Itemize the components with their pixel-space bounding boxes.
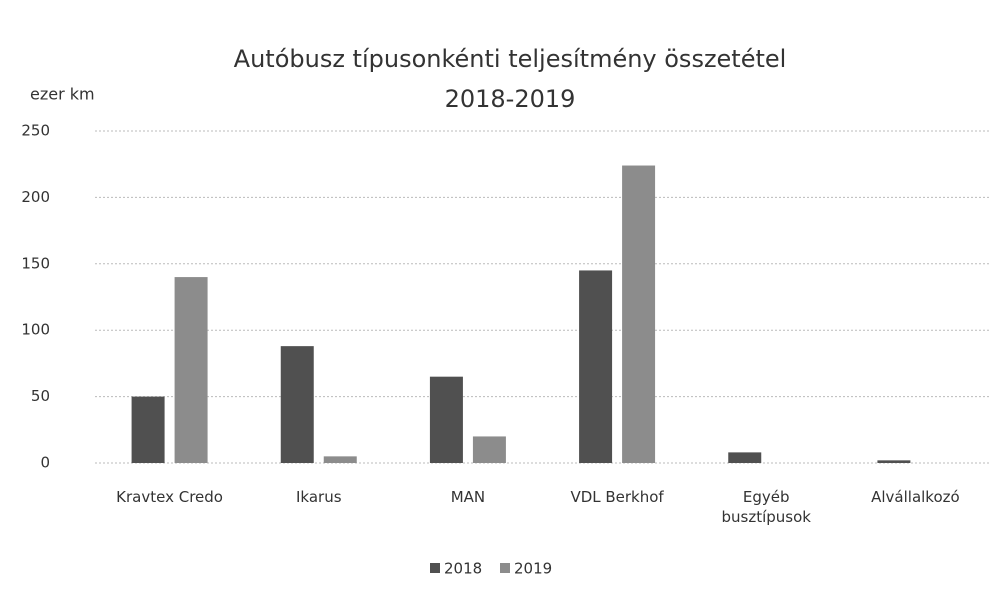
legend-swatch	[430, 563, 440, 573]
bar	[429, 376, 463, 463]
bar	[131, 396, 165, 463]
legend-label: 2018	[444, 560, 482, 578]
y-tick-label: 200	[21, 188, 50, 206]
x-tick-label: VDL Berkhof	[570, 488, 664, 506]
x-tick-label: MAN	[450, 488, 486, 506]
legend-label: 2019	[514, 560, 552, 578]
chart-subtitle: 2018-2019	[445, 85, 576, 113]
bar	[728, 452, 762, 463]
bar	[579, 270, 613, 463]
bar	[280, 346, 314, 463]
y-tick-label: 150	[21, 254, 50, 272]
x-tick-label: Ikarus	[295, 488, 342, 506]
x-tick-label: Alvállalkozó	[871, 488, 960, 506]
x-tick-label: Kravtex Credo	[116, 488, 223, 506]
bar	[472, 436, 506, 463]
x-tick-label: Egyéb busztípusok	[721, 488, 811, 526]
y-tick-label: 250	[21, 122, 50, 140]
bar	[877, 460, 911, 463]
legend-swatch	[500, 563, 510, 573]
chart-title: Autóbusz típusonkénti teljesítmény össze…	[234, 45, 787, 73]
y-axis-label: ezer km	[30, 85, 95, 104]
bar	[622, 165, 656, 463]
y-tick-label: 0	[40, 454, 50, 472]
bar	[174, 277, 208, 463]
bar	[323, 456, 357, 463]
y-tick-label: 100	[21, 321, 50, 339]
y-tick-label: 50	[31, 387, 50, 405]
